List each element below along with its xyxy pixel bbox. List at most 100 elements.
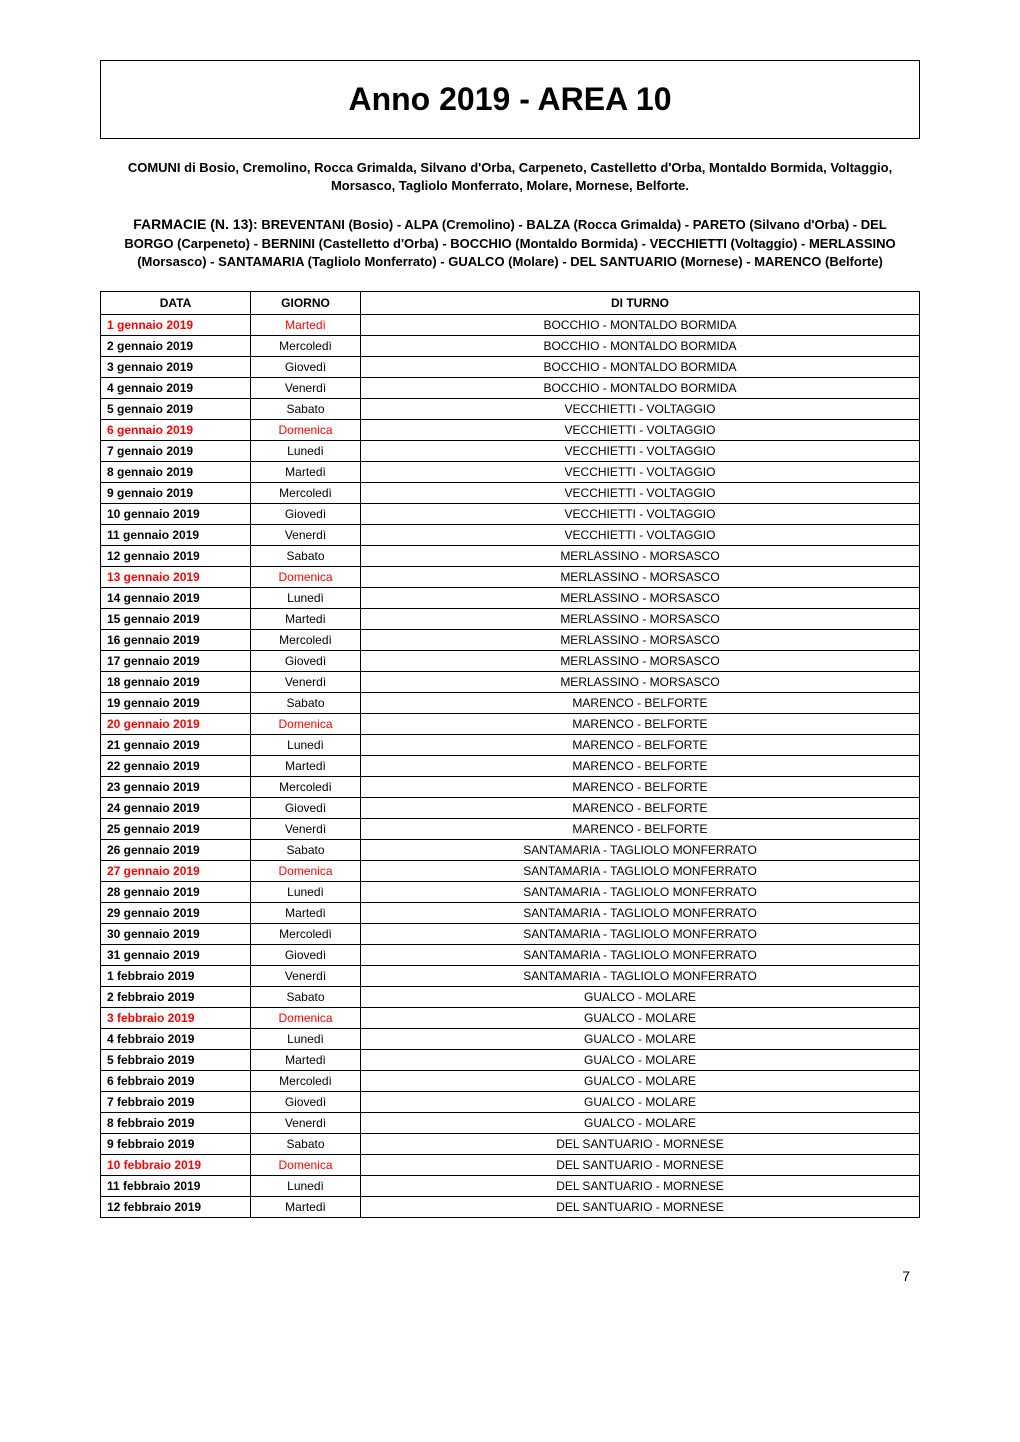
cell-turno: VECCHIETTI - VOLTAGGIO: [361, 399, 920, 420]
table-row: 8 gennaio 2019MartedìVECCHIETTI - VOLTAG…: [101, 462, 920, 483]
cell-giorno: Mercoledì: [251, 1071, 361, 1092]
cell-data: 22 gennaio 2019: [101, 756, 251, 777]
table-row: 29 gennaio 2019MartedìSANTAMARIA - TAGLI…: [101, 903, 920, 924]
table-row: 12 febbraio 2019MartedìDEL SANTUARIO - M…: [101, 1197, 920, 1218]
cell-giorno: Mercoledì: [251, 777, 361, 798]
cell-giorno: Sabato: [251, 987, 361, 1008]
cell-giorno: Sabato: [251, 840, 361, 861]
cell-data: 2 gennaio 2019: [101, 336, 251, 357]
table-row: 14 gennaio 2019LunedìMERLASSINO - MORSAS…: [101, 588, 920, 609]
cell-giorno: Venerdì: [251, 525, 361, 546]
cell-giorno: Giovedì: [251, 651, 361, 672]
cell-turno: GUALCO - MOLARE: [361, 1092, 920, 1113]
cell-turno: MARENCO - BELFORTE: [361, 819, 920, 840]
cell-data: 24 gennaio 2019: [101, 798, 251, 819]
cell-turno: MARENCO - BELFORTE: [361, 777, 920, 798]
cell-giorno: Giovedì: [251, 798, 361, 819]
cell-turno: GUALCO - MOLARE: [361, 987, 920, 1008]
cell-turno: MERLASSINO - MORSASCO: [361, 609, 920, 630]
cell-giorno: Martedì: [251, 1197, 361, 1218]
cell-data: 15 gennaio 2019: [101, 609, 251, 630]
table-row: 15 gennaio 2019MartedìMERLASSINO - MORSA…: [101, 609, 920, 630]
header-giorno: GIORNO: [251, 292, 361, 315]
cell-turno: MERLASSINO - MORSASCO: [361, 588, 920, 609]
cell-giorno: Mercoledì: [251, 336, 361, 357]
cell-turno: DEL SANTUARIO - MORNESE: [361, 1197, 920, 1218]
cell-turno: BOCCHIO - MONTALDO BORMIDA: [361, 336, 920, 357]
table-row: 24 gennaio 2019GiovedìMARENCO - BELFORTE: [101, 798, 920, 819]
cell-turno: GUALCO - MOLARE: [361, 1029, 920, 1050]
table-row: 25 gennaio 2019VenerdìMARENCO - BELFORTE: [101, 819, 920, 840]
cell-turno: MERLASSINO - MORSASCO: [361, 630, 920, 651]
table-row: 8 febbraio 2019VenerdìGUALCO - MOLARE: [101, 1113, 920, 1134]
cell-turno: GUALCO - MOLARE: [361, 1008, 920, 1029]
cell-data: 11 febbraio 2019: [101, 1176, 251, 1197]
cell-giorno: Martedì: [251, 462, 361, 483]
cell-data: 18 gennaio 2019: [101, 672, 251, 693]
cell-giorno: Martedì: [251, 903, 361, 924]
cell-giorno: Venerdì: [251, 966, 361, 987]
table-row: 9 febbraio 2019SabatoDEL SANTUARIO - MOR…: [101, 1134, 920, 1155]
cell-data: 5 gennaio 2019: [101, 399, 251, 420]
cell-data: 10 febbraio 2019: [101, 1155, 251, 1176]
cell-turno: DEL SANTUARIO - MORNESE: [361, 1155, 920, 1176]
cell-giorno: Sabato: [251, 1134, 361, 1155]
cell-giorno: Lunedì: [251, 735, 361, 756]
cell-turno: VECCHIETTI - VOLTAGGIO: [361, 462, 920, 483]
table-row: 3 febbraio 2019DomenicaGUALCO - MOLARE: [101, 1008, 920, 1029]
cell-giorno: Martedì: [251, 609, 361, 630]
cell-turno: VECCHIETTI - VOLTAGGIO: [361, 420, 920, 441]
cell-data: 13 gennaio 2019: [101, 567, 251, 588]
cell-data: 9 gennaio 2019: [101, 483, 251, 504]
table-row: 4 gennaio 2019VenerdìBOCCHIO - MONTALDO …: [101, 378, 920, 399]
page-title: Anno 2019 - AREA 10: [111, 81, 909, 118]
cell-giorno: Venerdì: [251, 819, 361, 840]
cell-data: 10 gennaio 2019: [101, 504, 251, 525]
cell-data: 20 gennaio 2019: [101, 714, 251, 735]
cell-giorno: Mercoledì: [251, 483, 361, 504]
table-row: 30 gennaio 2019MercoledìSANTAMARIA - TAG…: [101, 924, 920, 945]
cell-data: 4 febbraio 2019: [101, 1029, 251, 1050]
cell-giorno: Lunedì: [251, 588, 361, 609]
table-row: 23 gennaio 2019MercoledìMARENCO - BELFOR…: [101, 777, 920, 798]
table-row: 21 gennaio 2019LunedìMARENCO - BELFORTE: [101, 735, 920, 756]
cell-turno: BOCCHIO - MONTALDO BORMIDA: [361, 315, 920, 336]
cell-turno: MARENCO - BELFORTE: [361, 798, 920, 819]
cell-turno: DEL SANTUARIO - MORNESE: [361, 1134, 920, 1155]
cell-data: 5 febbraio 2019: [101, 1050, 251, 1071]
cell-turno: SANTAMARIA - TAGLIOLO MONFERRATO: [361, 882, 920, 903]
cell-turno: VECCHIETTI - VOLTAGGIO: [361, 504, 920, 525]
cell-turno: SANTAMARIA - TAGLIOLO MONFERRATO: [361, 861, 920, 882]
cell-data: 14 gennaio 2019: [101, 588, 251, 609]
cell-data: 12 febbraio 2019: [101, 1197, 251, 1218]
farmacie-label: FARMACIE (N. 13):: [133, 216, 257, 232]
cell-turno: MERLASSINO - MORSASCO: [361, 546, 920, 567]
cell-turno: SANTAMARIA - TAGLIOLO MONFERRATO: [361, 945, 920, 966]
table-row: 5 febbraio 2019MartedìGUALCO - MOLARE: [101, 1050, 920, 1071]
table-row: 20 gennaio 2019DomenicaMARENCO - BELFORT…: [101, 714, 920, 735]
cell-data: 17 gennaio 2019: [101, 651, 251, 672]
cell-giorno: Giovedì: [251, 504, 361, 525]
cell-turno: VECCHIETTI - VOLTAGGIO: [361, 525, 920, 546]
farmacie-block: FARMACIE (N. 13): BREVENTANI (Bosio) - A…: [100, 215, 920, 271]
cell-turno: GUALCO - MOLARE: [361, 1113, 920, 1134]
cell-giorno: Lunedì: [251, 1176, 361, 1197]
cell-data: 6 gennaio 2019: [101, 420, 251, 441]
table-row: 9 gennaio 2019MercoledìVECCHIETTI - VOLT…: [101, 483, 920, 504]
cell-data: 8 gennaio 2019: [101, 462, 251, 483]
table-header-row: DATA GIORNO DI TURNO: [101, 292, 920, 315]
cell-data: 27 gennaio 2019: [101, 861, 251, 882]
cell-data: 8 febbraio 2019: [101, 1113, 251, 1134]
header-data: DATA: [101, 292, 251, 315]
cell-turno: SANTAMARIA - TAGLIOLO MONFERRATO: [361, 966, 920, 987]
cell-turno: MARENCO - BELFORTE: [361, 714, 920, 735]
cell-giorno: Domenica: [251, 567, 361, 588]
cell-data: 6 febbraio 2019: [101, 1071, 251, 1092]
table-row: 10 febbraio 2019DomenicaDEL SANTUARIO - …: [101, 1155, 920, 1176]
cell-data: 1 febbraio 2019: [101, 966, 251, 987]
table-row: 7 gennaio 2019LunedìVECCHIETTI - VOLTAGG…: [101, 441, 920, 462]
table-row: 6 febbraio 2019MercoledìGUALCO - MOLARE: [101, 1071, 920, 1092]
cell-turno: DEL SANTUARIO - MORNESE: [361, 1176, 920, 1197]
table-row: 6 gennaio 2019DomenicaVECCHIETTI - VOLTA…: [101, 420, 920, 441]
table-row: 22 gennaio 2019MartedìMARENCO - BELFORTE: [101, 756, 920, 777]
